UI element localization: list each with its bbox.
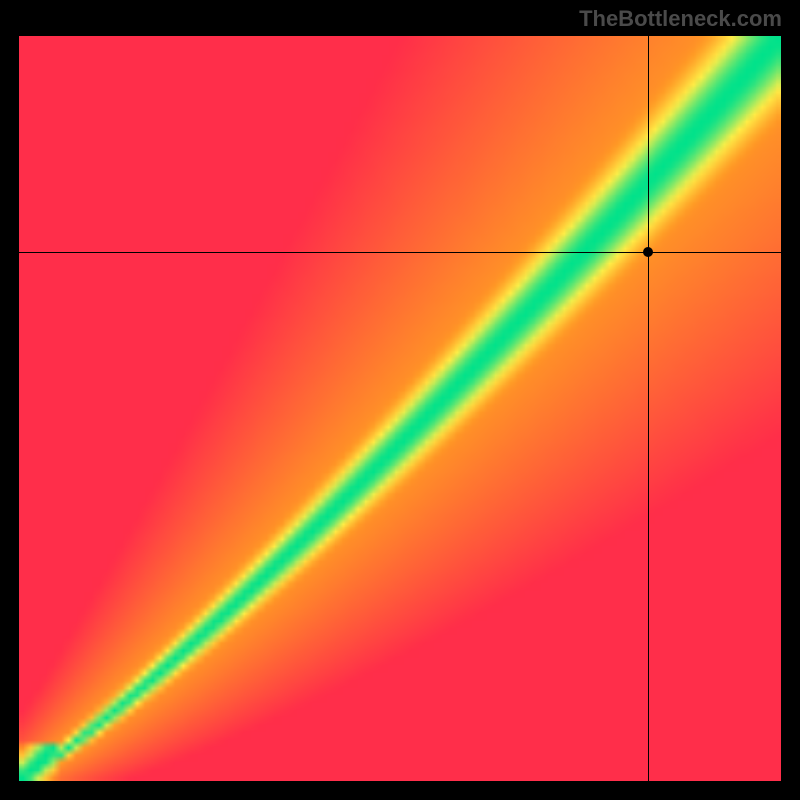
heatmap-canvas <box>19 36 781 781</box>
crosshair-vertical-line <box>648 36 649 781</box>
crosshair-dot <box>643 247 653 257</box>
crosshair-horizontal-line <box>19 252 781 253</box>
watermark-text: TheBottleneck.com <box>579 6 782 32</box>
chart-plot-area <box>19 36 781 781</box>
